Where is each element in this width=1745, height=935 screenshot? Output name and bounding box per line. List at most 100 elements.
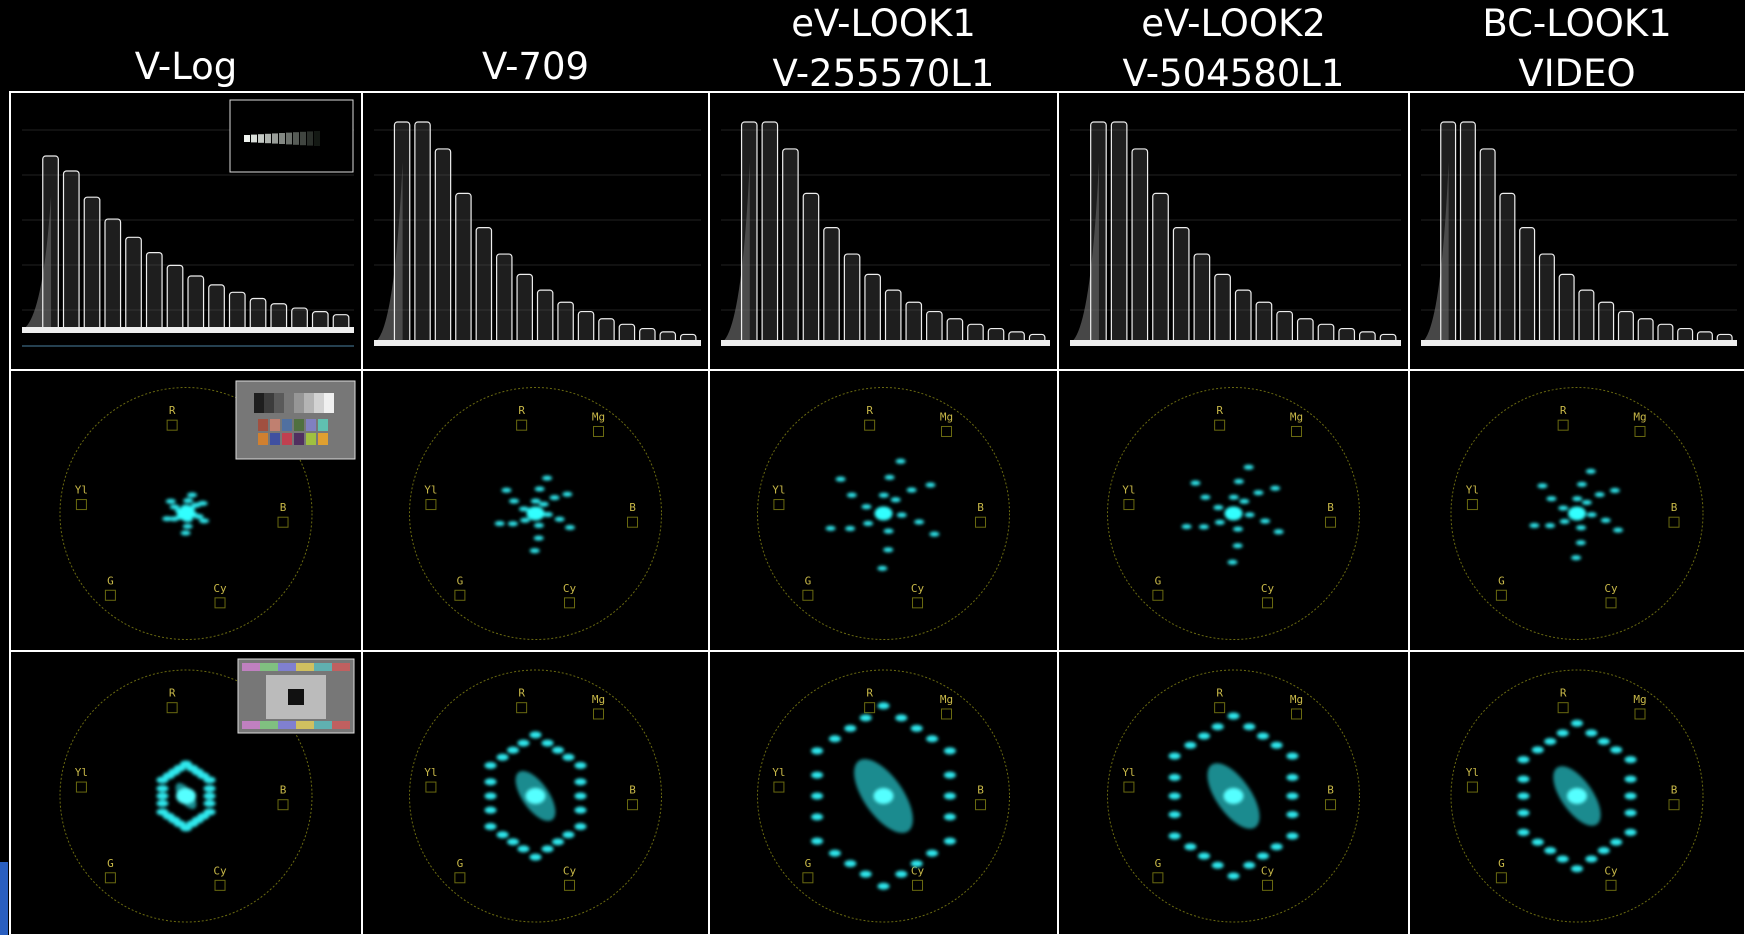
waveform-base (22, 327, 354, 333)
scope-label: Yl (424, 766, 437, 779)
inset-swatch (318, 419, 328, 431)
scope-target (912, 597, 924, 609)
scope-label: B (280, 501, 287, 514)
inset-swatch (260, 663, 278, 671)
scope-label: R (866, 404, 873, 417)
scope-label: Yl (1466, 766, 1479, 779)
trace-core (873, 788, 894, 804)
waveform-base (374, 340, 701, 346)
trace-dot (538, 501, 549, 507)
scope-label: G (1498, 574, 1505, 587)
waveform-foot (374, 162, 403, 343)
scope-target (627, 516, 639, 528)
waveform-step (557, 301, 574, 344)
vectorscope: R Mg B Cy G Yl (1450, 387, 1704, 640)
scope-label: B (977, 784, 984, 797)
inset-swatch (318, 433, 328, 445)
trace-dot (1572, 496, 1583, 502)
trace-dot (845, 526, 856, 532)
trace-dot (844, 860, 857, 868)
waveform-step (598, 318, 615, 344)
scope-target (1605, 597, 1617, 609)
trace-dot (542, 475, 553, 481)
scope-label: R (1560, 404, 1567, 417)
waveform-step (1538, 253, 1555, 344)
trace-dot (1184, 741, 1197, 749)
vectorscope: R Mg B Cy G Yl (757, 387, 1010, 640)
scope-target (104, 872, 116, 884)
waveform-step (1214, 273, 1231, 344)
scope-target (864, 419, 876, 431)
scope-target (1605, 879, 1617, 891)
inset-swatch (282, 433, 292, 445)
inset-swatch (314, 721, 332, 729)
inset-swatch (332, 721, 350, 729)
trace-dot (1211, 861, 1224, 869)
trace-dot (1256, 852, 1269, 860)
scope-label: Cy (911, 582, 925, 595)
trace-dot (541, 845, 554, 853)
scope-target (1495, 872, 1507, 884)
trace-dot (1232, 543, 1243, 549)
trace-core (1224, 506, 1243, 521)
inset-swatch (242, 721, 260, 729)
trace-dot (551, 746, 564, 754)
trace-dot (496, 753, 509, 761)
inset-swatch (258, 433, 268, 445)
vectorscope: R Mg B Cy G Yl (1107, 669, 1360, 923)
trace-dot (484, 806, 497, 814)
waveform-step (291, 307, 308, 331)
trace-dot (1576, 525, 1587, 531)
scope-target (593, 425, 604, 437)
scope-label: R (169, 687, 176, 700)
scope-trace (1529, 468, 1624, 561)
scope-label: B (1327, 784, 1334, 797)
trace-dot (1198, 852, 1211, 860)
waveform-step (1440, 121, 1457, 344)
trace-dot (863, 520, 874, 526)
trace-dot (1243, 861, 1256, 869)
scope-target (1214, 702, 1226, 714)
trace-dot (1610, 746, 1623, 754)
trace-dot (203, 776, 216, 784)
waveform (721, 121, 1050, 346)
trace-dot (517, 739, 530, 747)
trace-dot (1613, 527, 1624, 533)
trace-dot (1624, 775, 1637, 783)
scope-target (1262, 597, 1274, 609)
trace-dot (1286, 752, 1299, 760)
trace-dot (825, 525, 836, 531)
trace-dot (844, 724, 857, 732)
trace-dot (1581, 499, 1592, 505)
scope-label: Cy (563, 864, 577, 877)
trace-dot (811, 837, 824, 845)
waveform-step (946, 318, 964, 344)
scope-label: Yl (772, 766, 785, 779)
scope-target (941, 708, 952, 720)
trace-dot (910, 860, 923, 868)
waveform-step (42, 155, 59, 331)
scope-label: Cy (1261, 582, 1275, 595)
waveform-step (1152, 192, 1169, 344)
inset-swatch (286, 132, 292, 145)
trace-dot (878, 492, 889, 498)
scope-target (773, 499, 785, 511)
inset-swatch (324, 393, 334, 413)
trace-dot (1609, 488, 1620, 494)
trace-dot (1286, 811, 1299, 819)
trace-dot (1168, 773, 1181, 781)
trace-core (874, 506, 893, 521)
waveform-step (864, 273, 881, 344)
trace-dot (1239, 498, 1250, 504)
scope-trace (825, 458, 940, 571)
trace-dot (890, 497, 901, 503)
inset-swatch (264, 393, 274, 413)
trace-dot (1227, 872, 1240, 880)
waveform-step (1234, 289, 1252, 344)
inset-swatch (265, 133, 271, 144)
scope-ring (757, 387, 1010, 640)
scope-label: B (629, 501, 636, 514)
waveform-step (1255, 301, 1273, 344)
trace-dot (1286, 773, 1299, 781)
waveform-step (577, 310, 595, 344)
